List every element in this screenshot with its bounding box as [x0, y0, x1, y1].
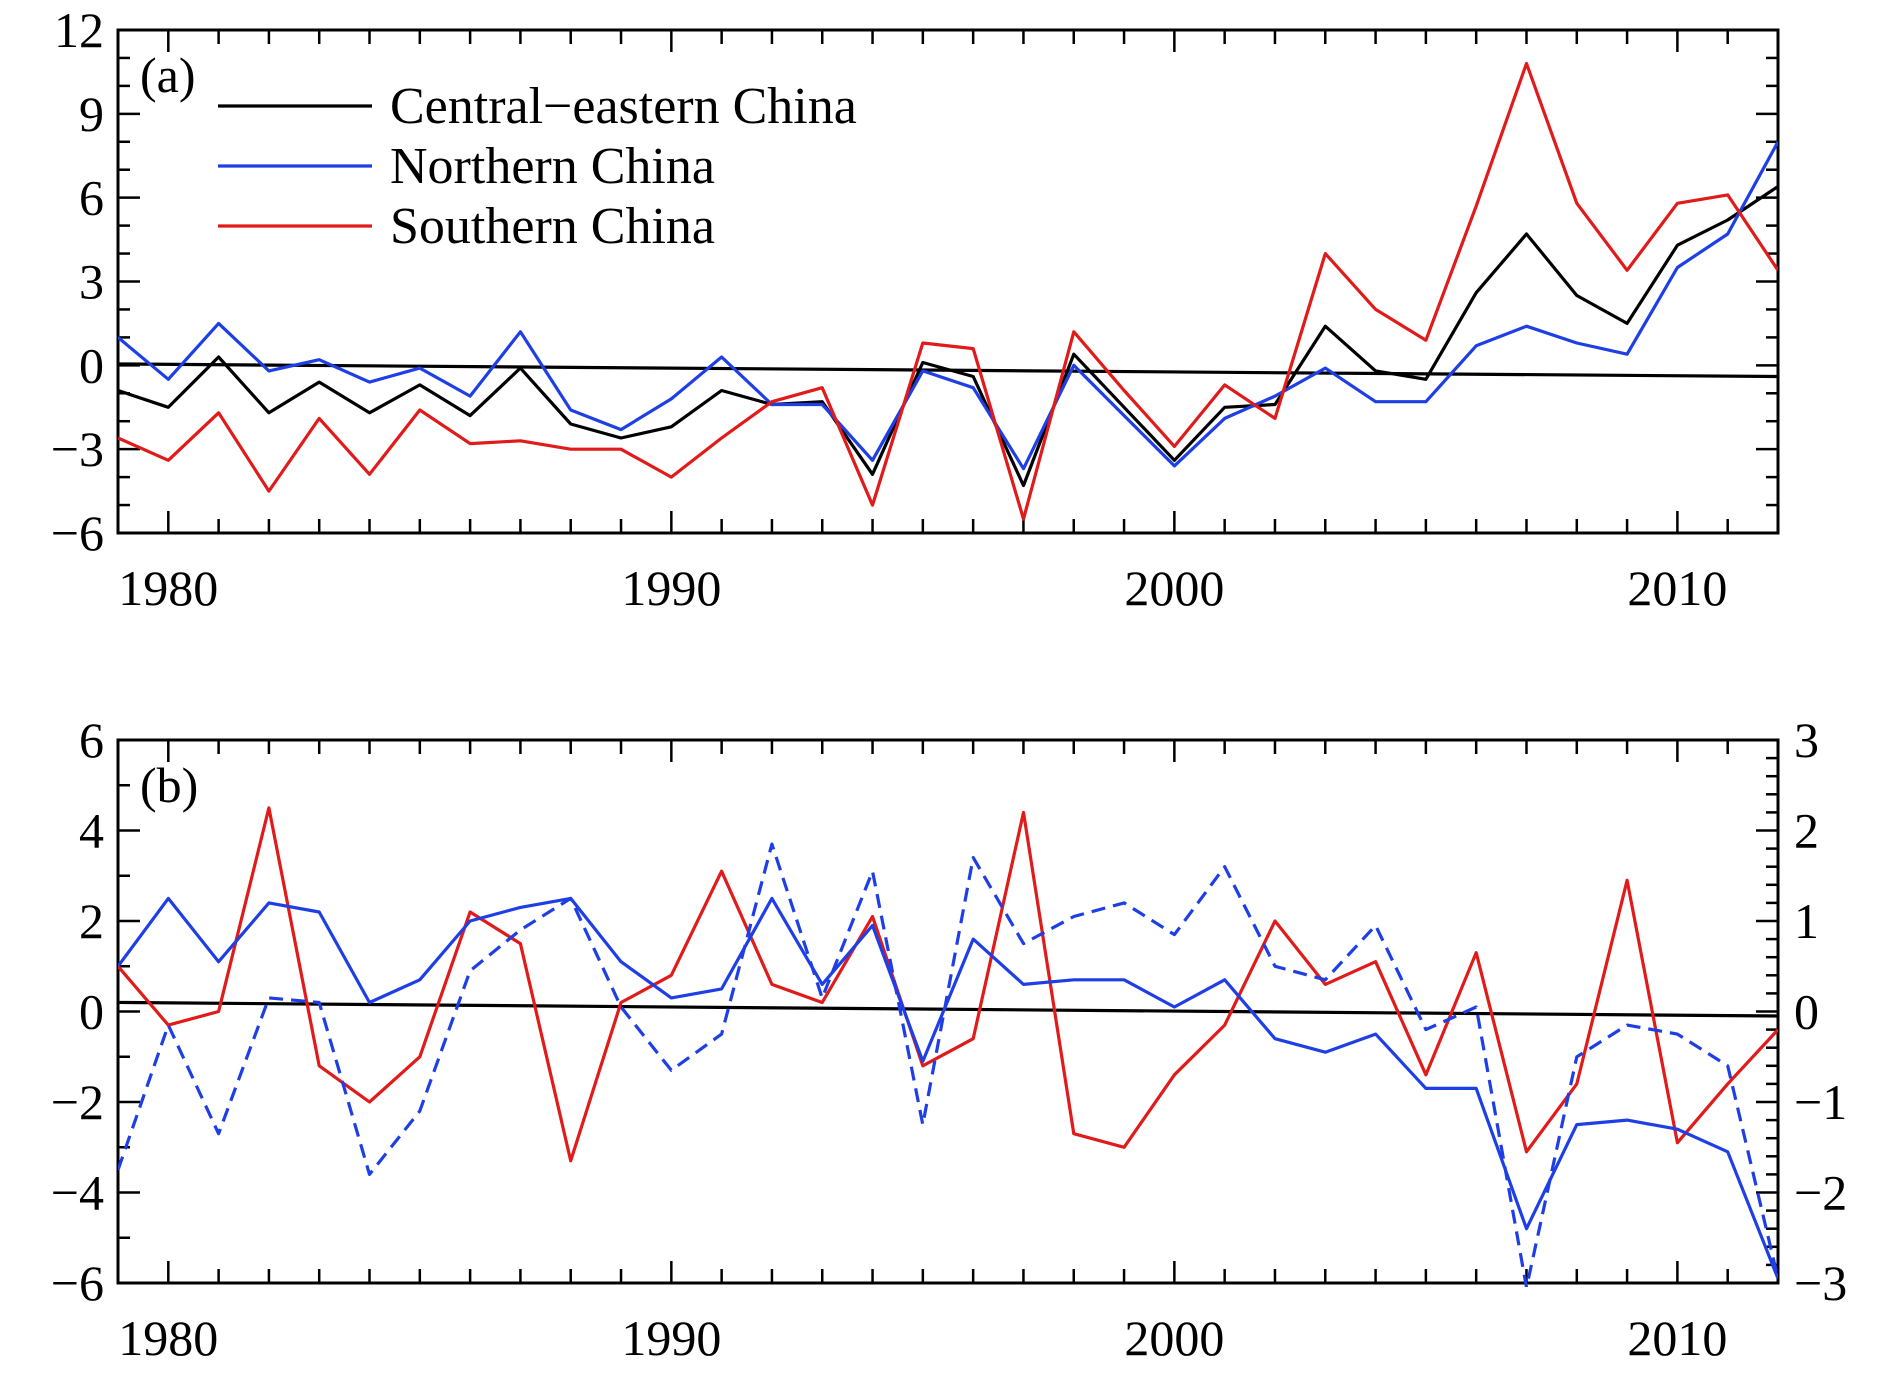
x-tick-label-a: 2000 [1124, 560, 1224, 616]
x-tick-label-b: 2000 [1124, 1310, 1224, 1366]
legend-label-2: Southern China [390, 198, 715, 255]
y2-tick-label: −3 [1794, 1255, 1847, 1311]
y-tick-label-b: 6 [79, 712, 104, 768]
y-tick-label-b: 0 [79, 984, 104, 1040]
y2-tick-label: 1 [1794, 893, 1819, 949]
plot-frame-b [116, 738, 1780, 1285]
x-tick-label-a: 1990 [621, 560, 721, 616]
y-tick-label-b: 4 [79, 803, 104, 859]
y2-tick-label: −2 [1794, 1165, 1847, 1221]
y-tick-label-a: −6 [51, 505, 104, 561]
series-line-b-1 [118, 896, 1778, 1280]
series-line-a-0 [118, 185, 1778, 488]
series-line-a-1 [118, 141, 1778, 471]
y-tick-label-b: −4 [51, 1165, 104, 1221]
y-tick-label-a: 12 [54, 2, 104, 58]
y-tick-label-b: −6 [51, 1255, 104, 1311]
y2-tick-label: −1 [1794, 1074, 1847, 1130]
trend-line-b [118, 1000, 1778, 1018]
plot-area-a [118, 61, 1778, 521]
series-line-b-2 [118, 842, 1778, 1287]
y-tick-label-a: 6 [79, 170, 104, 226]
y-tick-label-b: 2 [79, 893, 104, 949]
y-tick-label-a: 3 [79, 254, 104, 310]
x-tick-label-b: 1980 [118, 1310, 218, 1366]
y2-tick-label: 2 [1794, 803, 1819, 859]
y-tick-label-b: −2 [51, 1074, 104, 1130]
x-tick-label-a: 1980 [118, 560, 218, 616]
legend-label-0: Central−eastern China [390, 78, 857, 135]
x-tick-label-a: 2010 [1627, 560, 1727, 616]
series-line-a-2 [118, 61, 1778, 521]
y-tick-label-a: 0 [79, 337, 104, 393]
panel-label-b: (b) [140, 757, 198, 813]
series-line-b-0 [118, 806, 1778, 1163]
x-tick-label-b: 1990 [621, 1310, 721, 1366]
x-tick-label-b: 2010 [1627, 1310, 1727, 1366]
y2-tick-label: 3 [1794, 712, 1819, 768]
panel-label-a: (a) [140, 47, 196, 103]
panel-a-chart: 1980 1990 2000 2010 −6 −3 0 3 6 9 12 (a) Central−eas… [51, 2, 1780, 616]
y-tick-label-a: −3 [51, 421, 104, 477]
y-tick-label-a: 9 [79, 86, 104, 142]
y2-tick-label: 0 [1794, 984, 1819, 1040]
plot-area-b [118, 806, 1778, 1287]
legend-label-1: Northern China [390, 138, 715, 195]
panel-b-chart: 1980 1990 2000 2010 −6 −4 −2 0 2 4 6 −3 −2 −1 0 1 2 3 (b) [51, 712, 1847, 1366]
